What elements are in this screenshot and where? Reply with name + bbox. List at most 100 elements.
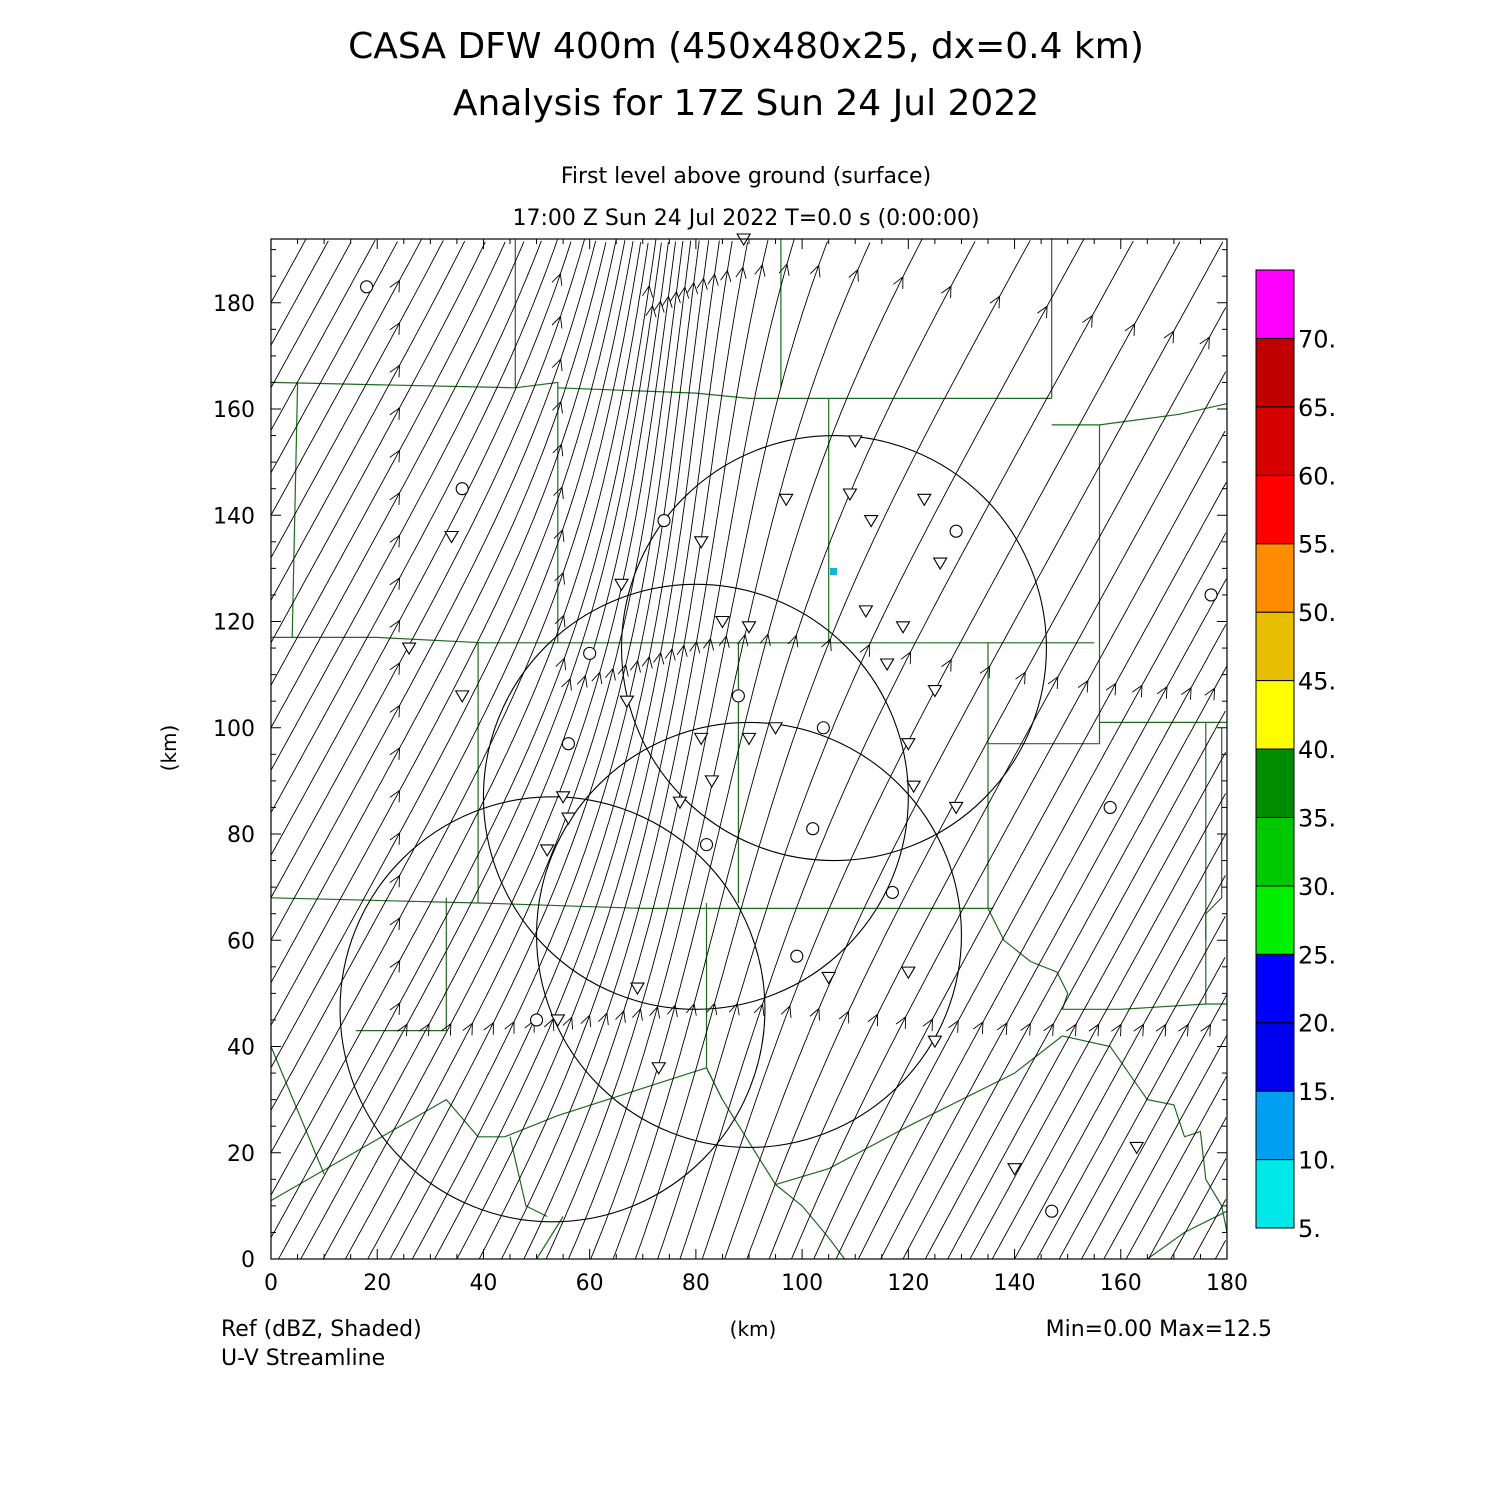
station-triangle	[741, 732, 757, 746]
station-circle	[1103, 800, 1117, 814]
streamline-arrowhead	[483, 1021, 494, 1035]
streamline-arrowhead	[703, 637, 715, 651]
streamline-arrowhead	[737, 633, 749, 647]
footer-streamline-label: U-V Streamline	[221, 1346, 385, 1371]
streamline-arrowhead	[979, 665, 991, 679]
streamline-arrowhead	[629, 659, 641, 673]
streamline-arrowhead	[389, 831, 401, 845]
station-triangle	[778, 493, 794, 507]
y-tick-label: 140	[213, 504, 255, 529]
y-axis-label: (km)	[157, 725, 181, 772]
streamline-arrowhead	[552, 400, 563, 414]
streamline	[545, 241, 828, 1260]
streamline-arrowhead	[604, 667, 616, 681]
streamline-arrowhead	[735, 266, 747, 279]
colorbar-label: 40.	[1298, 736, 1336, 764]
streamline	[1192, 1199, 1227, 1260]
streamline-arrowhead	[551, 315, 563, 329]
streamline-arrowhead	[661, 295, 673, 308]
county-boundary	[705, 1067, 723, 1100]
x-tick-label: 40	[469, 1271, 497, 1296]
county-boundary	[1062, 1003, 1227, 1010]
streamline-arrowhead	[948, 1019, 959, 1033]
streamline-arrowhead	[669, 290, 681, 304]
streamline	[322, 241, 676, 1260]
streamline-arrowhead	[389, 917, 401, 930]
streamline	[270, 241, 572, 856]
colorbar-swatch	[1255, 1159, 1295, 1229]
x-tick-label: 0	[264, 1271, 278, 1296]
streamline	[902, 665, 1228, 1260]
x-tick-label: 180	[1206, 1271, 1248, 1296]
station-triangle	[741, 621, 757, 634]
streamline-arrowhead	[893, 275, 904, 289]
y-tick-label: 40	[227, 1036, 255, 1061]
streamline-arrowhead	[664, 647, 676, 661]
station-triangle	[444, 530, 460, 544]
colorbar-swatch	[1255, 611, 1295, 682]
streamline-arrowhead	[561, 677, 572, 691]
streamline-arrowhead	[996, 1021, 1008, 1035]
streamline	[270, 240, 444, 559]
streamline-arrowhead	[1020, 1022, 1031, 1036]
streamline	[880, 624, 1227, 1260]
colorbar-swatch	[1255, 474, 1295, 545]
streamline	[768, 371, 1227, 1260]
streamline	[501, 239, 769, 1260]
station-circle	[657, 514, 671, 528]
county-boundary	[291, 382, 299, 638]
colorbar-swatch	[1255, 885, 1295, 955]
station-circle	[731, 689, 745, 703]
x-tick-label: 140	[994, 1271, 1036, 1296]
streamline	[1214, 1240, 1226, 1260]
colorbar-label: 70.	[1298, 325, 1336, 353]
streamline	[270, 240, 466, 601]
streamline-arrowhead	[389, 364, 400, 378]
station-circle	[530, 1013, 544, 1027]
streamline-arrowhead	[1066, 1023, 1077, 1037]
streamlines	[270, 238, 1228, 1260]
streamline	[270, 238, 422, 516]
station-triangle	[906, 780, 922, 794]
colorbar-swatch	[1255, 543, 1295, 613]
chart-subtitle: First level above ground (surface)	[561, 164, 931, 189]
station-triangle	[614, 578, 629, 592]
streamline-arrowhead	[389, 406, 400, 420]
streamline	[367, 240, 692, 1260]
station-triangle	[900, 966, 916, 980]
station-circle	[455, 482, 469, 496]
station-triangle	[858, 605, 874, 618]
stations	[360, 233, 1218, 1218]
radar-range-ring	[620, 435, 1047, 862]
streamline-arrowhead	[645, 304, 657, 318]
county-boundary	[270, 897, 994, 909]
streamline	[567, 242, 871, 1260]
station-triangle	[619, 695, 635, 709]
station-circle	[806, 822, 820, 836]
streamline	[411, 240, 710, 1260]
streamline	[612, 241, 976, 1260]
streamline-arrowhead	[591, 671, 603, 685]
streamline	[746, 307, 1227, 1260]
streamline	[969, 793, 1226, 1260]
streamline-arrowhead	[1077, 679, 1089, 693]
streamline-arrowhead	[1156, 685, 1168, 699]
streamline	[947, 751, 1226, 1260]
streamline	[434, 240, 720, 1260]
colorbar-label: 35.	[1298, 804, 1336, 832]
station-triangle	[895, 621, 911, 634]
station-triangle	[630, 982, 645, 996]
streamline-arrowhead	[551, 272, 563, 286]
streamline	[270, 239, 558, 814]
streamline-arrowhead	[1124, 322, 1136, 336]
county-boundary	[705, 903, 846, 1260]
station-circle	[561, 737, 575, 751]
colorbar-swatch	[1255, 269, 1295, 339]
streamline-arrowhead	[389, 534, 400, 548]
streamline-arrowhead	[1043, 1022, 1054, 1036]
streamline	[270, 241, 634, 1111]
x-tick-label: 100	[781, 1271, 823, 1296]
x-tick-label: 160	[1100, 1271, 1142, 1296]
streamline-arrowhead	[900, 651, 911, 665]
streamline-arrowhead	[754, 263, 766, 277]
